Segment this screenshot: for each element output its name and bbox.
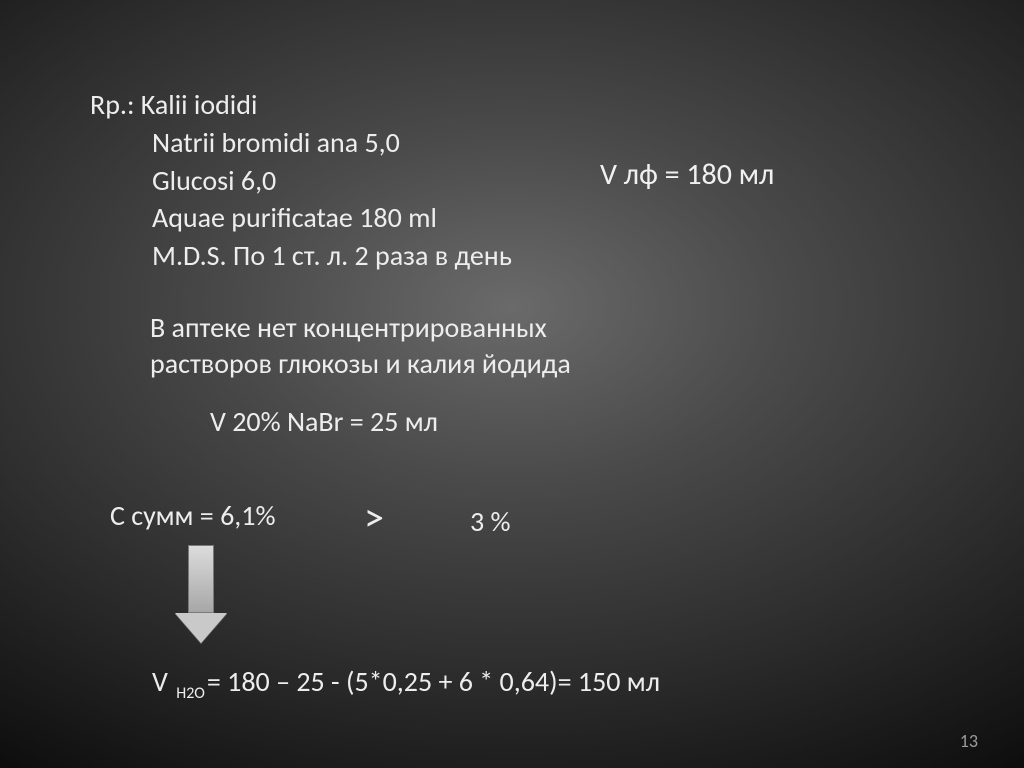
- rp-line-3: Glucosi 6,0: [90, 162, 512, 200]
- rp-line-4: Aquae purificatae 180 ml: [90, 199, 512, 237]
- slide: Rp.: Kalii iodidi Natrii bromidi ana 5,0…: [0, 0, 1024, 768]
- v-h2o-formula: V H2O= 180 – 25 - (5*0,25 + 6 * 0,64)= 1…: [152, 664, 660, 703]
- note-line-2: растворов глюкозы и калия йодида: [150, 346, 571, 382]
- down-arrow-icon: [188, 545, 227, 643]
- page-number: 13: [960, 730, 978, 752]
- nabr-volume: V 20% NaBr = 25 мл: [210, 404, 438, 439]
- v-lf-value: V лф = 180 мл: [600, 156, 774, 193]
- greater-than-symbol: >: [364, 498, 384, 538]
- vh2o-prefix: V: [152, 664, 174, 699]
- rp-line-1: Rp.: Kalii iodidi: [90, 86, 512, 124]
- vh2o-rest: = 180 – 25 - (5*0,25 + 6 * 0,64)= 150 мл: [207, 664, 660, 699]
- c-sum-value: С сумм = 6,1%: [110, 498, 275, 533]
- note-line-1: В аптеке нет концентрированных: [150, 310, 571, 346]
- prescription-block: Rp.: Kalii iodidi Natrii bromidi ana 5,0…: [90, 86, 512, 275]
- rp-line-2: Natrii bromidi ana 5,0: [90, 124, 512, 162]
- rp-line-5: M.D.S. По 1 ст. л. 2 раза в день: [90, 237, 512, 275]
- three-percent: 3 %: [470, 504, 511, 539]
- vh2o-subscript: H2O: [174, 684, 207, 703]
- pharmacy-note: В аптеке нет концентрированных растворов…: [150, 310, 571, 383]
